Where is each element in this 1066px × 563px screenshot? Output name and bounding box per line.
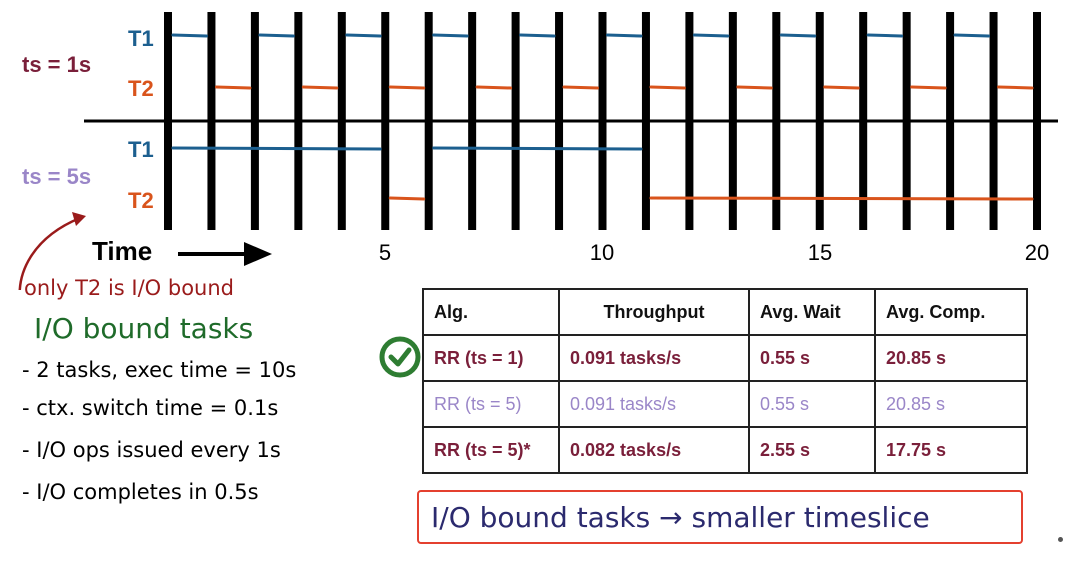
timeline-diagram: [18, 12, 1058, 290]
panel2-t1-segment: [171, 146, 382, 151]
header-throughput: Throughput: [558, 288, 750, 336]
time-bar: [381, 12, 390, 230]
tick-label-15: 15: [807, 240, 833, 265]
panel2-t2-segment: [388, 196, 426, 201]
tick-label-10: 10: [589, 240, 615, 265]
check-icon: [379, 336, 421, 378]
time-bar: [989, 12, 998, 230]
table-header-row: Alg. Throughput Avg. Wait Avg. Comp.: [422, 288, 1028, 336]
annotation-arrow-head: [72, 212, 86, 226]
panel1-t1-segment: [606, 33, 643, 38]
cell-wait: 0.55 s: [748, 334, 876, 382]
tick-label-5: 5: [378, 240, 392, 265]
panel1-t1-label: T1: [128, 26, 154, 51]
panel1-t1-segment: [519, 33, 556, 38]
time-arrow-head: [244, 242, 272, 266]
time-bar: [902, 12, 911, 230]
header-avg-comp: Avg. Comp.: [874, 288, 1028, 336]
time-bar: [250, 12, 259, 230]
panel1-t2-segment: [997, 85, 1034, 90]
panel1-t2-segment: [736, 85, 773, 90]
header-alg: Alg.: [422, 288, 560, 336]
time-bar: [1033, 12, 1041, 230]
header-avg-wait: Avg. Wait: [748, 288, 876, 336]
cell-comp: 20.85 s: [874, 380, 1028, 428]
time-bar: [424, 12, 433, 230]
panel1-t2-segment: [388, 85, 426, 90]
cell-comp: 17.75 s: [874, 426, 1028, 474]
panel1-t1-segment: [866, 33, 904, 38]
panel1-t2-segment: [301, 85, 339, 90]
panel2-t1-label: T1: [128, 137, 154, 162]
panel2-t2-segment: [649, 196, 1034, 201]
time-bar: [164, 12, 172, 230]
panel2-t1-segment: [432, 146, 643, 151]
time-bar: [859, 12, 868, 230]
cell-wait: 0.55 s: [748, 380, 876, 428]
time-bar: [685, 12, 694, 230]
note-only-t2-io-bound: only T2 is I/O bound: [24, 276, 235, 300]
note-bullet-io-issued: - I/O ops issued every 1s: [22, 438, 281, 462]
panel1-t1-segment: [953, 33, 991, 38]
cell-throughput: 0.091 tasks/s: [558, 380, 750, 428]
panel1-t1-segment: [258, 33, 295, 38]
time-bar: [337, 12, 346, 230]
panel1-t1-segment: [692, 33, 730, 38]
panel1-t2-segment: [475, 85, 513, 90]
time-bar: [294, 12, 303, 230]
panel1-t2-segment: [823, 85, 860, 90]
table-row: RR (ts = 5)* 0.082 tasks/s 2.55 s 17.75 …: [422, 426, 1028, 474]
time-bar: [468, 12, 477, 230]
cell-throughput: 0.082 tasks/s: [558, 426, 750, 474]
panel1-t2-segment: [649, 85, 686, 90]
panel1-t1-segment: [171, 33, 208, 38]
note-bullet-io-completes: - I/O completes in 0.5s: [22, 480, 259, 504]
panel1-t1-segment: [779, 33, 817, 38]
ts1-label: ts = 1s: [22, 52, 92, 77]
cell-comp: 20.85 s: [874, 334, 1028, 382]
panel1-t2-segment: [562, 85, 599, 90]
cell-throughput: 0.091 tasks/s: [558, 334, 750, 382]
table-row: RR (ts = 1) 0.091 tasks/s 0.55 s 20.85 s: [422, 334, 1028, 382]
time-bar: [555, 12, 564, 230]
cell-alg: RR (ts = 5): [422, 380, 560, 428]
note-bullet-tasks: - 2 tasks, exec time = 10s: [22, 358, 297, 382]
panel1-t2-segment: [910, 85, 947, 90]
corner-dot: [1058, 537, 1063, 542]
panel1-t2-label: T2: [128, 76, 154, 101]
annotation-arrow: [18, 216, 81, 290]
cell-wait: 2.55 s: [748, 426, 876, 474]
tick-label-20: 20: [1024, 240, 1050, 265]
time-bar: [815, 12, 824, 230]
panel1-t1-segment: [432, 33, 469, 38]
cell-alg: RR (ts = 1): [422, 334, 560, 382]
note-io-bound-title: I/O bound tasks: [34, 312, 254, 345]
ts5-label: ts = 5s: [22, 164, 92, 189]
time-bar: [207, 12, 216, 230]
panel1-t2-segment: [214, 85, 252, 90]
panel1-t1-segment: [345, 33, 382, 38]
cell-alg: RR (ts = 5)*: [422, 426, 560, 474]
time-bar: [772, 12, 781, 230]
time-axis-label: Time: [92, 236, 153, 266]
time-bar: [511, 12, 520, 230]
conclusion-text: I/O bound tasks → smaller timeslice: [431, 500, 930, 534]
time-bar: [946, 12, 955, 230]
results-table: Alg. Throughput Avg. Wait Avg. Comp. RR …: [422, 288, 1028, 474]
note-bullet-ctx-switch: - ctx. switch time = 0.1s: [22, 396, 279, 420]
panel2-t2-label: T2: [128, 188, 154, 213]
time-bar: [728, 12, 737, 230]
time-bar: [598, 12, 607, 230]
conclusion-box: I/O bound tasks → smaller timeslice: [417, 490, 1023, 544]
table-row: RR (ts = 5) 0.091 tasks/s 0.55 s 20.85 s: [422, 380, 1028, 428]
time-bar: [641, 12, 650, 230]
